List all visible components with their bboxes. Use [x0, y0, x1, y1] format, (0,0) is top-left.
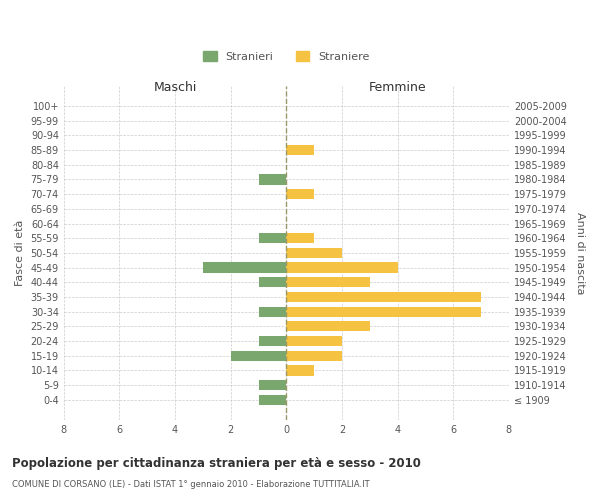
- Y-axis label: Fasce di età: Fasce di età: [15, 220, 25, 286]
- Bar: [286, 321, 370, 332]
- Bar: [259, 394, 286, 405]
- Bar: [259, 174, 286, 184]
- Y-axis label: Anni di nascita: Anni di nascita: [575, 212, 585, 294]
- Bar: [286, 366, 314, 376]
- Bar: [286, 292, 481, 302]
- Text: Maschi: Maschi: [154, 81, 197, 94]
- Bar: [259, 306, 286, 317]
- Text: Popolazione per cittadinanza straniera per età e sesso - 2010: Popolazione per cittadinanza straniera p…: [12, 458, 421, 470]
- Bar: [286, 277, 370, 287]
- Bar: [286, 145, 314, 155]
- Text: Femmine: Femmine: [369, 81, 427, 94]
- Bar: [286, 262, 398, 272]
- Bar: [259, 336, 286, 346]
- Bar: [286, 306, 481, 317]
- Bar: [231, 350, 286, 361]
- Legend: Stranieri, Straniere: Stranieri, Straniere: [203, 51, 370, 62]
- Bar: [286, 336, 342, 346]
- Bar: [259, 233, 286, 243]
- Bar: [286, 248, 342, 258]
- Bar: [286, 350, 342, 361]
- Bar: [286, 233, 314, 243]
- Bar: [259, 277, 286, 287]
- Bar: [286, 189, 314, 200]
- Bar: [203, 262, 286, 272]
- Text: COMUNE DI CORSANO (LE) - Dati ISTAT 1° gennaio 2010 - Elaborazione TUTTITALIA.IT: COMUNE DI CORSANO (LE) - Dati ISTAT 1° g…: [12, 480, 370, 489]
- Bar: [259, 380, 286, 390]
